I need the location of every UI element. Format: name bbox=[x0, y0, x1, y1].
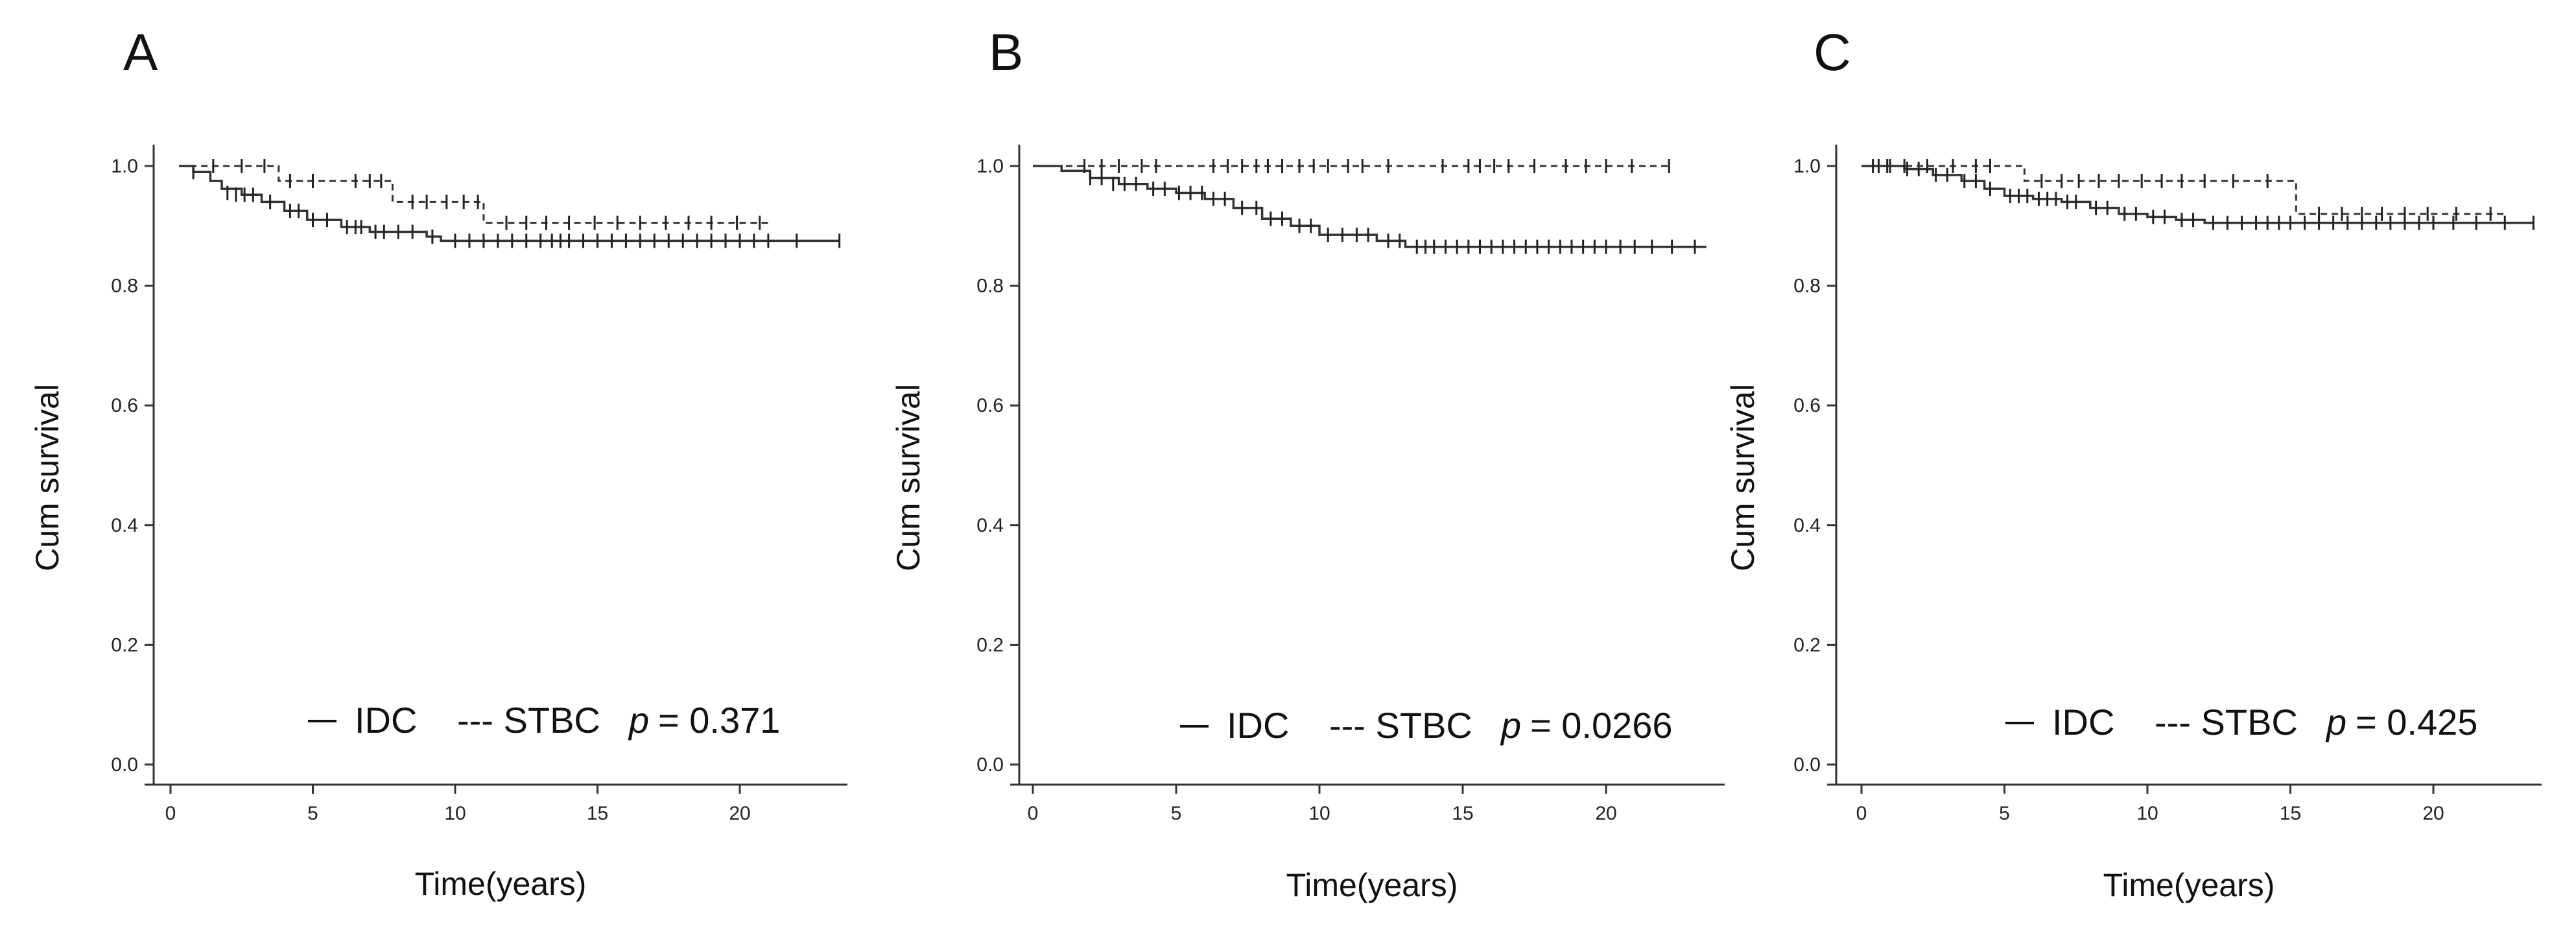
y-tick-label: 0.0 bbox=[111, 754, 138, 776]
x-axis-title: Time(years) bbox=[415, 866, 587, 902]
y-tick-label: 1.0 bbox=[111, 156, 138, 177]
legend-idc-label: IDC bbox=[2052, 702, 2114, 742]
x-tick-label: 5 bbox=[307, 803, 318, 824]
y-tick-label: 0.2 bbox=[1793, 634, 1821, 656]
y-tick-label: 0.8 bbox=[111, 276, 138, 297]
stbc-curve bbox=[1861, 165, 2505, 215]
legend-idc-label: IDC bbox=[1227, 705, 1289, 746]
panel-letter: C bbox=[1814, 23, 1851, 81]
y-tick-label: 0.4 bbox=[1793, 515, 1821, 536]
panel-b: B 0.0 0.2 0.4 0.6 0.8 1.0 0 5 10 15 20 Time(years) Cu… bbox=[890, 23, 1725, 903]
y-tick-label: 0.8 bbox=[1793, 276, 1821, 297]
x-tick-label: 10 bbox=[2136, 803, 2158, 824]
panel-letter: A bbox=[123, 23, 158, 81]
stbc-curve bbox=[179, 165, 768, 224]
x-tick-label: 20 bbox=[729, 803, 750, 824]
p-value: = 0.371 bbox=[658, 700, 780, 741]
x-axis-title: Time(years) bbox=[1286, 867, 1458, 903]
y-tick-label: 0.6 bbox=[111, 395, 138, 416]
y-tick-label: 0.0 bbox=[976, 754, 1004, 776]
y-tick-label: 0.4 bbox=[976, 515, 1004, 536]
y-tick-label: 0.2 bbox=[111, 634, 138, 656]
y-tick-label: 0.8 bbox=[976, 276, 1004, 297]
x-tick-label: 20 bbox=[2422, 803, 2444, 824]
x-tick-label: 0 bbox=[1856, 803, 1867, 824]
legend-idc-label: IDC bbox=[355, 700, 417, 741]
y-tick-label: 0.6 bbox=[1793, 395, 1821, 416]
x-tick-label: 10 bbox=[1308, 803, 1330, 824]
x-tick-label: 0 bbox=[165, 803, 176, 824]
y-axis-title: Cum survival bbox=[1725, 384, 1761, 571]
y-tick-label: 1.0 bbox=[976, 156, 1004, 177]
x-tick-label: 20 bbox=[1595, 803, 1616, 824]
legend-stbc-label: --- STBC bbox=[1329, 705, 1472, 746]
x-tick-label: 10 bbox=[444, 803, 466, 824]
y-axis-title: Cum survival bbox=[29, 384, 65, 571]
panel-a: A 0.0 0.2 0.4 0.6 0.8 1.0 0 5 10 15 20 Time(years) Cu… bbox=[29, 23, 847, 902]
idc-curve bbox=[179, 165, 840, 243]
p-value-label: p bbox=[2325, 702, 2346, 742]
y-tick-label: 1.0 bbox=[1793, 156, 1821, 177]
x-tick-label: 5 bbox=[1999, 803, 2010, 824]
y-axis-title: Cum survival bbox=[890, 384, 927, 571]
y-tick-label: 0.0 bbox=[1793, 754, 1821, 776]
x-tick-label: 5 bbox=[1171, 803, 1182, 824]
x-axis-title: Time(years) bbox=[2103, 867, 2275, 903]
x-tick-label: 0 bbox=[1028, 803, 1039, 824]
panel-letter: B bbox=[989, 23, 1023, 81]
x-tick-label: 15 bbox=[1452, 803, 1473, 824]
panel-c: C 0.0 0.2 0.4 0.6 0.8 1.0 0 5 10 15 20 Time(years) Cu… bbox=[1725, 23, 2542, 903]
legend-stbc-label: --- STBC bbox=[2155, 702, 2298, 742]
legend-stbc-label: --- STBC bbox=[457, 700, 600, 741]
p-value-label: p bbox=[1500, 705, 1521, 746]
x-tick-label: 15 bbox=[587, 803, 608, 824]
idc-curve bbox=[1033, 165, 1707, 248]
y-tick-label: 0.4 bbox=[111, 515, 138, 536]
p-value-label: p bbox=[628, 700, 649, 741]
y-tick-label: 0.6 bbox=[976, 395, 1004, 416]
y-tick-label: 0.2 bbox=[976, 634, 1004, 656]
p-value: = 0.0266 bbox=[1530, 705, 1673, 746]
p-value: = 0.425 bbox=[2356, 702, 2477, 742]
x-tick-label: 15 bbox=[2280, 803, 2301, 824]
